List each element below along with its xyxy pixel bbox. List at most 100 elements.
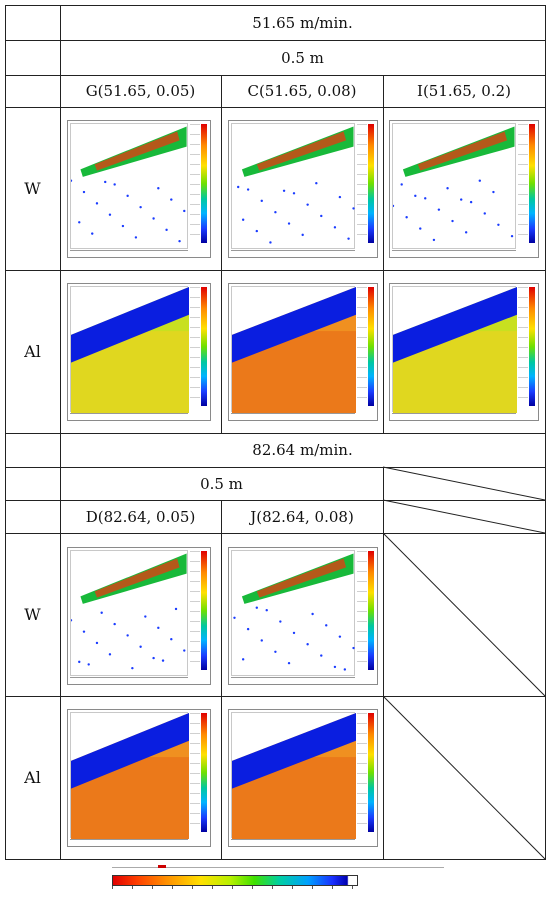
map-image [71,553,187,670]
map-d-al [67,709,211,847]
table-rule [221,500,222,859]
map-hot-zone [94,131,180,171]
map-i-al [389,283,539,421]
map-scale-ticks [357,713,367,832]
map-footer [70,250,188,255]
map-speck [274,211,277,214]
map-speck [292,192,296,195]
element-label-w-1: W [24,179,41,198]
map-speck [469,200,473,204]
map-speck [78,660,81,664]
map-image [71,713,189,839]
map-speck [400,183,403,186]
element-label-al-1: Al [24,342,41,361]
map-speck [255,229,258,233]
table-rule [5,107,546,108]
map-scale-ticks [518,124,528,243]
map-speck [432,238,436,242]
map-speck [91,232,94,235]
map-scale-ticks [357,287,367,406]
map-footer [70,413,188,418]
map-speck [478,179,481,182]
map-speck [152,656,155,660]
table-rule [221,75,222,270]
map-speck [282,189,286,192]
map-speck [347,237,350,240]
map-hot-zone [256,558,347,598]
map-frame [231,123,355,249]
map-scale [201,287,207,406]
map-speck [333,226,337,229]
map-empty-corner [71,713,189,761]
map-speck [161,659,165,662]
map-speck [139,205,142,209]
map-image [71,287,189,413]
table-rule [5,533,546,534]
map-frame [231,550,355,676]
map-speck [292,631,296,635]
map-speck [178,239,181,243]
map-speck [139,645,142,648]
map-scale [201,713,207,832]
map-speck [82,630,86,633]
map-scale-ticks [357,124,367,243]
map-speck [113,622,116,626]
table-rule [383,75,384,433]
map-g-w [67,120,211,258]
map-speck [320,214,323,218]
map-hot-zone [417,131,508,171]
table-rule [60,5,61,859]
map-speck [338,635,342,638]
map-speck [338,195,342,199]
map-c-al [228,283,378,421]
map-speck [460,198,463,201]
map-scale [529,124,535,243]
map-image [233,553,355,671]
map-speck [108,213,112,216]
map-speck [134,236,138,239]
map-speck [131,666,134,670]
map-speck [279,620,282,623]
map-speck [174,607,178,611]
table-rule [221,270,222,433]
map-speck [152,217,155,220]
map-speck [183,649,186,652]
map-speck [170,638,173,641]
map-speck [165,228,168,232]
table-rule [5,500,546,501]
map-speck [451,219,454,223]
map-j-w [228,547,378,685]
map-hot-zone [94,558,180,598]
map-j-al [228,709,378,847]
map-empty-corner [232,287,356,335]
map-blue-crust [71,287,189,363]
map-footer [70,677,188,682]
sample-label-i: I(51.65, 0.2) [417,82,511,100]
map-image [393,126,515,242]
map-scale-ticks [190,713,200,832]
map-frame [70,550,188,676]
map-speck [333,665,337,669]
color-scale-legend [98,865,454,891]
table-rule [5,75,546,76]
map-blue-crust [232,287,356,363]
map-scale [368,287,374,406]
map-scale [529,287,535,406]
map-blue-crust [71,713,189,789]
map-speck [306,643,309,646]
map-speck [237,185,240,189]
map-scale [368,551,374,670]
map-scale-ticks [357,551,367,670]
legend-ticks [112,886,358,889]
map-speck [71,619,73,622]
map-speck [233,616,236,619]
map-footer [392,250,516,255]
map-image [71,126,187,243]
map-empty-corner [232,713,356,761]
map-speck [301,233,304,237]
map-footer [231,839,355,844]
map-g-al [67,283,211,421]
map-speck [108,653,112,656]
map-speck [325,624,328,627]
